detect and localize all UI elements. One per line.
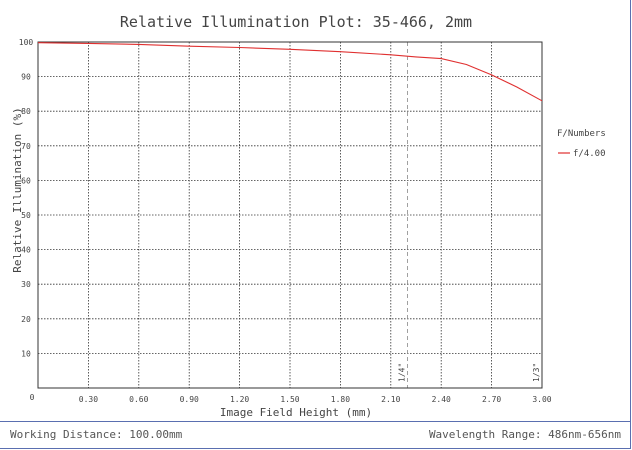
x-tick-label: 1.50 [280,395,299,404]
grid [38,42,542,388]
plot-area [37,41,543,389]
x-tick-label: 0.60 [129,395,148,404]
series-layer [37,42,543,102]
working-distance-text: Working Distance: 100.00mm [10,428,183,441]
x-tick-label: 2.40 [432,395,451,404]
wavelength-range-text: Wavelength Range: 486nm-656nm [428,428,621,441]
y-tick-label: 90 [21,73,31,82]
x-tick-label: 3.00 [532,395,551,404]
y-tick-label: 60 [21,176,31,185]
x-tick-label: 2.70 [482,395,501,404]
chart-title: Relative Illumination Plot: 35-466, 2mm [120,13,472,31]
footer-divider [0,421,631,422]
x-axis-label: Image Field Height (mm) [220,406,372,419]
y-tick-label: 20 [21,315,31,324]
x-tick-label: 0.90 [180,395,199,404]
x-tick-label: 1.20 [230,395,249,404]
x-tick-label: 0.30 [79,395,98,404]
sensor-size-marker-label: 1/3" [532,363,541,382]
y-tick-labels: 10 20 30 40 50 60 70 80 90 100 [19,38,34,358]
y-axis-label: Relative Illumination (%) [11,107,24,273]
legend-label-f4: f/4.00 [573,149,606,159]
legend-title: F/Numbers [557,129,606,139]
y-tick-label: 40 [21,246,31,255]
y-tick-label: 80 [21,107,31,116]
x-tick-label: 0 [30,393,35,402]
x-tick-label: 1.80 [331,395,350,404]
y-tick-label: 100 [19,38,34,47]
y-tick-label: 10 [21,349,31,358]
legend: F/Numbers f/4.00 [557,129,606,159]
x-tick-labels: 0 0.30 0.60 0.90 1.20 1.50 1.80 2.10 2.40 2.70 3.0… [30,393,552,404]
sensor-size-marker-label: 1/4" [398,363,407,382]
y-tick-label: 50 [21,211,31,220]
y-tick-label: 30 [21,280,31,289]
x-tick-label: 2.10 [381,395,400,404]
series-line-f4 [37,42,543,102]
y-tick-label: 70 [21,142,31,151]
